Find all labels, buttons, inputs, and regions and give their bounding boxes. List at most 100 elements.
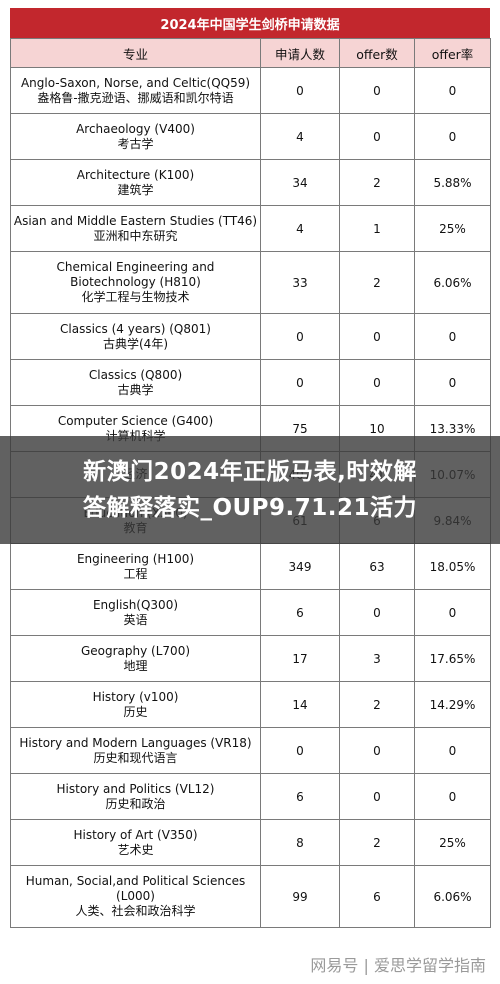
cell-applicants: 6 [260,773,340,820]
cell-rate: 0 [414,359,491,406]
table-row: Classics (4 years) (Q801) 古典学(4年) 0 0 0 [10,313,491,360]
major-english: History and Politics (VL12) [56,781,215,796]
cell-major: History and Politics (VL12) 历史和政治 [10,773,261,820]
column-header-rate: offer率 [414,38,491,68]
major-chinese: 古典学 [117,382,154,397]
cell-offers: 2 [339,681,415,728]
column-header-offers: offer数 [339,38,415,68]
major-chinese: 建筑学 [117,182,154,197]
table-row: Archaeology (V400) 考古学 4 0 0 [10,113,491,160]
table-row: History (v100) 历史 14 2 14.29% [10,681,491,728]
cell-major: Chemical Engineering and Biotechnology (… [10,251,261,314]
major-english: Classics (4 years) (Q801) [60,321,211,336]
table-row: History and Modern Languages (VR18) 历史和现代… [10,727,491,774]
major-english: Architecture (K100) [76,167,195,182]
cell-major: History of Art (V350) 艺术史 [10,819,261,866]
table-header-row: 专业 申请人数 offer数 offer率 [10,38,491,68]
table-row: English(Q300) 英语 6 0 0 [10,589,491,636]
cell-offers: 63 [339,543,415,590]
major-english: Human, Social,and Political Sciences (L0… [25,874,246,903]
major-chinese: 人类、社会和政治科学 [75,904,196,918]
cell-rate: 25% [414,819,491,866]
cell-offers: 0 [339,113,415,160]
table-row: Geography (L700) 地理 17 3 17.65% [10,635,491,682]
major-chinese: 历史和政治 [105,796,166,811]
table-row: History and Politics (VL12) 历史和政治 6 0 0 [10,773,491,820]
major-english: Archaeology (V400) [76,121,195,136]
cell-offers: 0 [339,727,415,774]
cell-applicants: 349 [260,543,340,590]
cell-rate: 0 [414,113,491,160]
table-row: Classics (Q800) 古典学 0 0 0 [10,359,491,406]
major-english: Chemical Engineering and Biotechnology (… [56,260,215,289]
cell-applicants: 0 [260,313,340,360]
major-english: History of Art (V350) [73,827,198,842]
major-chinese: 英语 [123,612,148,627]
page-title: 2024年中国学生剑桥申请数据 [10,8,490,38]
overlay-line-2: 答解释落实_OUP9.71.21活力 [82,495,418,521]
cell-applicants: 33 [260,251,340,314]
major-english: Engineering (H100) [76,551,195,566]
cell-rate: 0 [414,773,491,820]
cell-offers: 0 [339,773,415,820]
cell-offers: 2 [339,819,415,866]
cell-rate: 6.06% [414,251,491,314]
major-english: English(Q300) [92,597,179,612]
cell-offers: 0 [339,67,415,114]
cell-major: Classics (Q800) 古典学 [10,359,261,406]
cell-offers: 6 [339,865,415,928]
table-row: History of Art (V350) 艺术史 8 2 25% [10,819,491,866]
cell-major: Engineering (H100) 工程 [10,543,261,590]
column-header-major: 专业 [10,38,261,68]
column-header-applicants: 申请人数 [260,38,340,68]
cell-applicants: 0 [260,727,340,774]
major-chinese: 亚洲和中东研究 [93,228,178,243]
cell-rate: 25% [414,205,491,252]
major-english: Computer Science (G400) [57,413,214,428]
cell-rate: 17.65% [414,635,491,682]
cell-offers: 2 [339,251,415,314]
major-english: Classics (Q800) [88,367,183,382]
cell-offers: 1 [339,205,415,252]
major-chinese: 古典学(4年) [103,336,168,351]
major-chinese: 盎格鲁-撒克逊语、挪威语和凯尔特语 [37,90,234,105]
major-english: History (v100) [92,689,179,704]
cell-offers: 0 [339,589,415,636]
cell-applicants: 6 [260,589,340,636]
table-row: Chemical Engineering and Biotechnology (… [10,251,491,314]
major-chinese: 工程 [123,566,148,581]
cell-rate: 5.88% [414,159,491,206]
table-row: Anglo-Saxon, Norse, and Celtic(QQ59) 盎格鲁-… [10,67,491,114]
cell-major: Asian and Middle Eastern Studies (TT46) 亚… [10,205,261,252]
cell-applicants: 4 [260,205,340,252]
major-chinese: 历史和现代语言 [93,750,178,765]
cell-rate: 0 [414,313,491,360]
cell-applicants: 99 [260,865,340,928]
cell-rate: 14.29% [414,681,491,728]
cell-major: Archaeology (V400) 考古学 [10,113,261,160]
cell-major: Human, Social,and Political Sciences (L0… [10,865,261,928]
cell-major: Geography (L700) 地理 [10,635,261,682]
cell-major: Architecture (K100) 建筑学 [10,159,261,206]
cell-major: History and Modern Languages (VR18) 历史和现代… [10,727,261,774]
cell-major: Classics (4 years) (Q801) 古典学(4年) [10,313,261,360]
table-row: Engineering (H100) 工程 349 63 18.05% [10,543,491,590]
cell-rate: 0 [414,67,491,114]
cell-applicants: 17 [260,635,340,682]
major-english: Asian and Middle Eastern Studies (TT46) [13,213,258,228]
major-chinese: 考古学 [117,136,154,151]
cell-offers: 0 [339,359,415,406]
cell-major: History (v100) 历史 [10,681,261,728]
cell-offers: 2 [339,159,415,206]
major-english: Geography (L700) [80,643,191,658]
major-chinese: 历史 [123,704,148,719]
cell-offers: 0 [339,313,415,360]
table-row: Human, Social,and Political Sciences (L0… [10,865,491,928]
cell-rate: 0 [414,727,491,774]
cell-applicants: 4 [260,113,340,160]
cell-rate: 0 [414,589,491,636]
major-chinese: 地理 [123,658,148,673]
major-english: History and Modern Languages (VR18) [19,735,252,750]
cell-offers: 3 [339,635,415,682]
table-row: Asian and Middle Eastern Studies (TT46) 亚… [10,205,491,252]
